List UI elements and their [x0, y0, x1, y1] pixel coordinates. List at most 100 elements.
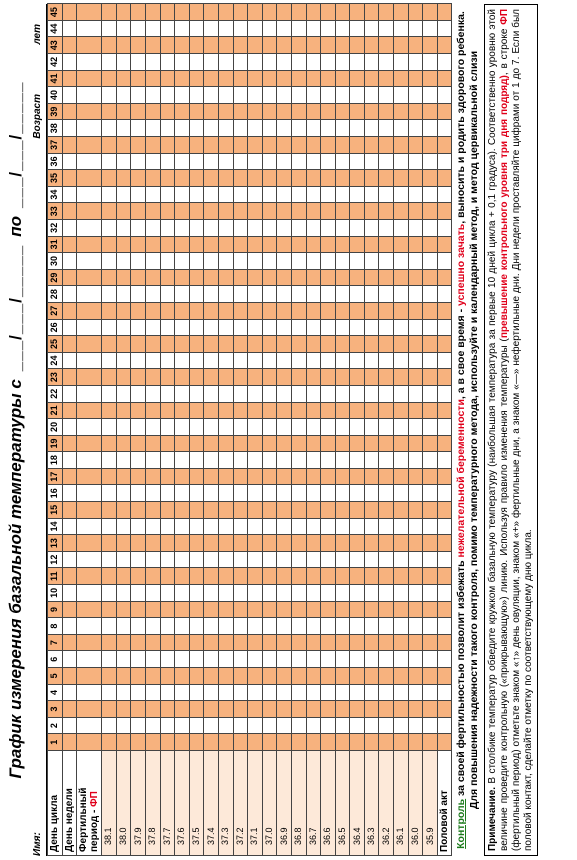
cell: [101, 86, 117, 104]
cell: [276, 468, 292, 485]
cell: [335, 169, 350, 187]
temperature-label: 37.1: [247, 750, 263, 856]
cell: [378, 219, 394, 237]
cell: [62, 219, 77, 237]
cell: [422, 567, 438, 585]
cell: [174, 634, 190, 651]
cell: [247, 302, 263, 320]
cell: [437, 236, 452, 253]
cell: [437, 86, 452, 104]
cell: [145, 103, 161, 120]
cell: [437, 352, 452, 369]
cell: [189, 650, 204, 668]
title-row: График измерения базальной температуры с…: [0, 4, 32, 856]
cell: [233, 285, 248, 303]
cell: [276, 302, 292, 320]
cell: [422, 435, 438, 452]
cell: 45: [47, 3, 63, 21]
cell: [203, 119, 219, 137]
cell: [233, 36, 248, 54]
cell: [174, 169, 190, 187]
cell: [174, 534, 190, 552]
cell: [62, 518, 77, 535]
cell: [116, 518, 131, 535]
cell: [203, 534, 219, 552]
cell: [76, 368, 102, 386]
cell: [262, 451, 277, 469]
cell: [116, 153, 131, 170]
day-number: 22: [49, 388, 60, 399]
cell: [160, 601, 175, 618]
cell: [306, 368, 321, 386]
cell: [276, 684, 292, 701]
cell: [393, 567, 409, 585]
cell: [218, 418, 234, 436]
cell: [62, 700, 77, 718]
cell: [306, 402, 321, 419]
cell: 11: [47, 567, 63, 585]
cell: [276, 634, 292, 651]
cell: [160, 202, 175, 220]
cell: [218, 601, 234, 618]
cell: [101, 103, 117, 120]
cell: [233, 269, 248, 286]
table-row: 36.7: [306, 3, 321, 856]
temperature-label: 37.7: [160, 750, 175, 856]
cell: [262, 70, 277, 87]
cell: [247, 601, 263, 618]
cell: [218, 285, 234, 303]
cell: [349, 468, 365, 485]
cell: [422, 617, 438, 635]
cell: [247, 402, 263, 419]
cell: [203, 302, 219, 320]
cell: 4: [47, 684, 63, 701]
cell: [116, 352, 131, 369]
cell: [203, 285, 219, 303]
cell: [189, 70, 204, 87]
day-number: 32: [49, 222, 60, 233]
cell: [378, 136, 394, 154]
cell: [203, 70, 219, 87]
cell: [408, 252, 423, 270]
cell: [291, 20, 306, 37]
cell: [218, 103, 234, 120]
cell: [62, 584, 77, 602]
cell: [349, 153, 365, 170]
cell: [160, 634, 175, 651]
cell: [393, 584, 409, 602]
cell: [218, 335, 234, 353]
cell: [189, 136, 204, 154]
cell: [203, 733, 219, 751]
cell: [116, 53, 131, 71]
day-number: 30: [49, 255, 60, 266]
cell: [101, 451, 117, 469]
cell: [116, 385, 131, 403]
cell: [189, 485, 204, 502]
cell: 7: [47, 634, 63, 651]
cell: [291, 119, 306, 137]
cell: [306, 269, 321, 286]
cell: [320, 202, 336, 220]
cell: [408, 368, 423, 386]
cell: [116, 335, 131, 353]
cell: [364, 285, 379, 303]
cell: [189, 20, 204, 37]
cell: [349, 319, 365, 336]
cell: [262, 601, 277, 618]
cell: [291, 451, 306, 469]
cell: [189, 368, 204, 386]
cell: [160, 617, 175, 635]
cell: [130, 667, 146, 685]
cell: [76, 402, 102, 419]
cell: [320, 385, 336, 403]
text: , а в свое время -: [455, 308, 468, 400]
cell: [116, 650, 131, 668]
cell: [320, 20, 336, 37]
cell: [145, 169, 161, 187]
cell: [276, 136, 292, 154]
cell: [174, 402, 190, 419]
table-row: 37.5: [189, 3, 204, 856]
cell: [130, 136, 146, 154]
cell: [101, 617, 117, 635]
cell: [116, 186, 131, 203]
